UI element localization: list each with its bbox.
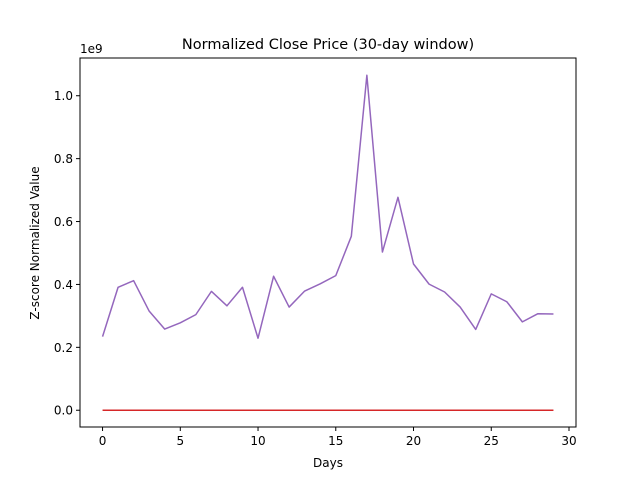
y-tick-label: 0.2 — [54, 341, 73, 355]
y-tick-label: 0.0 — [54, 404, 73, 418]
y-axis-label: Z-score Normalized Value — [28, 166, 42, 319]
y-tick-label: 1.0 — [54, 89, 73, 103]
series-line-1 — [101, 74, 554, 339]
y-tick-label: 0.6 — [54, 215, 73, 229]
y-offset-label: 1e9 — [80, 42, 103, 56]
y-axis: 0.0 0.2 0.4 0.6 0.8 1.0 — [54, 89, 80, 418]
x-axis: 0 5 10 15 20 25 30 — [99, 427, 577, 448]
x-tick-label: 5 — [176, 434, 184, 448]
x-tick-label: 25 — [484, 434, 499, 448]
plot-lines — [101, 74, 554, 411]
plot-frame — [79, 57, 577, 428]
x-tick-label: 30 — [561, 434, 576, 448]
y-tick-label: 0.4 — [54, 278, 73, 292]
x-tick-label: 15 — [328, 434, 343, 448]
x-tick-label: 0 — [99, 434, 107, 448]
x-tick-label: 20 — [406, 434, 421, 448]
y-tick-label: 0.8 — [54, 152, 73, 166]
x-axis-label: Days — [313, 456, 343, 470]
x-tick-label: 10 — [250, 434, 265, 448]
chart-title: Normalized Close Price (30-day window) — [182, 37, 474, 53]
